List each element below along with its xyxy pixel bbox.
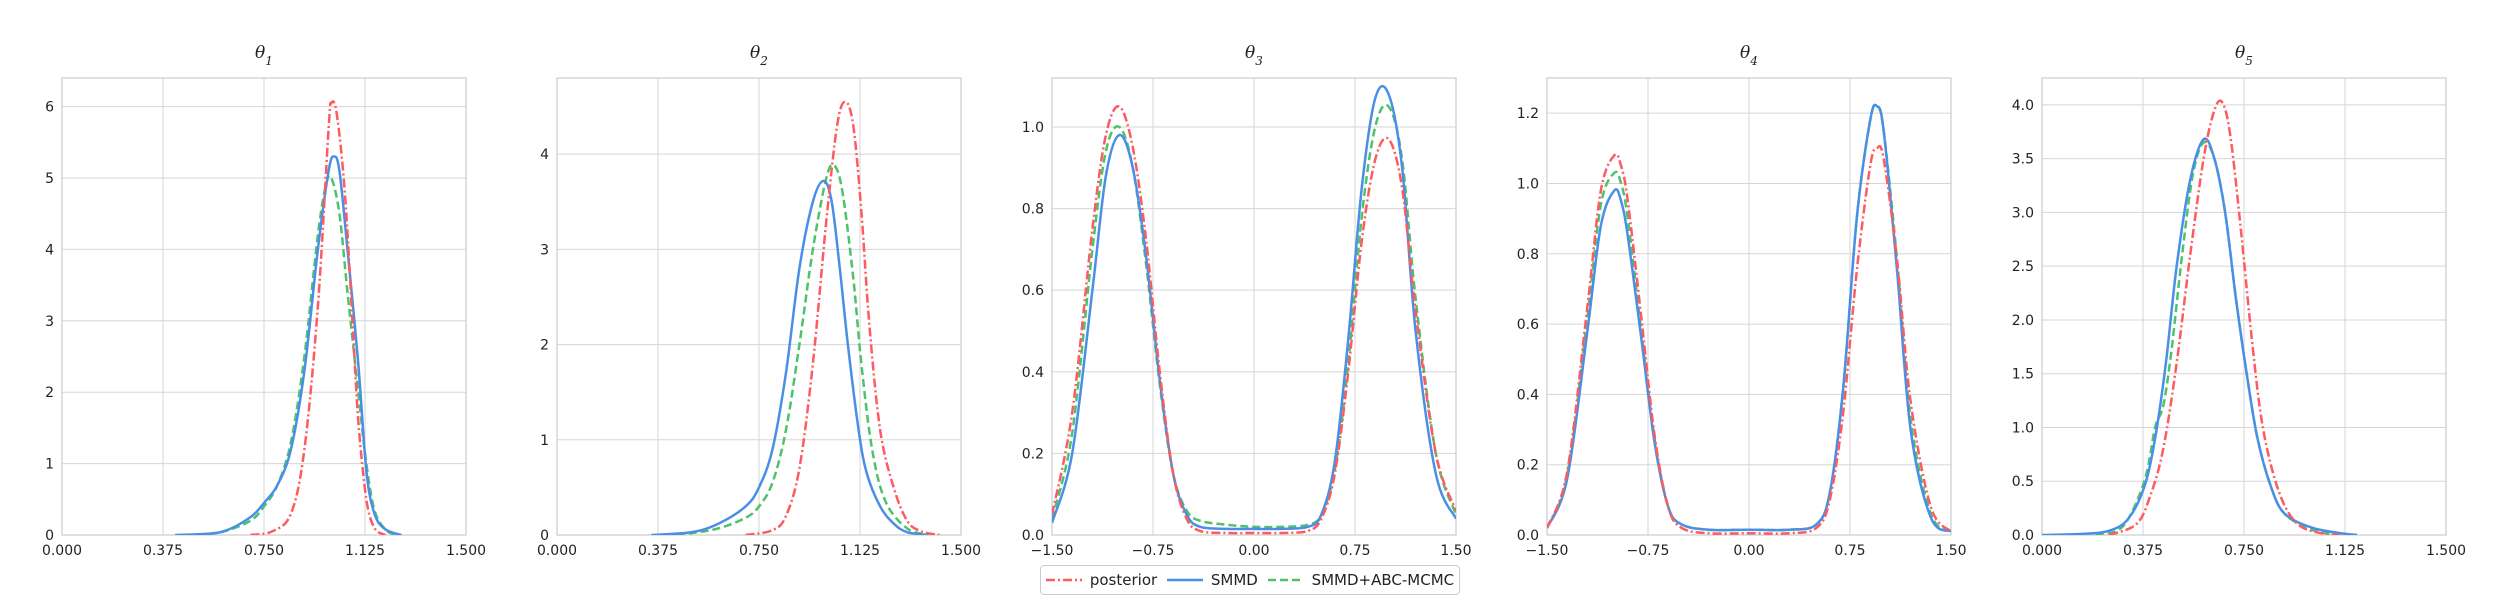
y-tick-label: 3.0 — [2012, 205, 2034, 221]
legend-entry-smmd: SMMD — [1166, 571, 1258, 589]
y-tick-label: 3 — [540, 242, 549, 258]
y-tick-label: 1.0 — [1022, 120, 1044, 136]
y-tick-label: 4.0 — [2012, 98, 2034, 114]
series-line-smmd — [2042, 137, 2358, 535]
y-tick-label: 0 — [45, 528, 54, 544]
y-tick-label: 0.4 — [1517, 387, 1539, 403]
series-line-posterior — [250, 100, 386, 535]
y-tick-label: 0.2 — [1022, 446, 1044, 462]
x-tick-label: 0.750 — [244, 543, 284, 559]
y-tick-label: 0.0 — [2012, 528, 2034, 544]
legend-swatch-smmd-abc-mcmc — [1267, 578, 1304, 582]
series-line-posterior — [745, 100, 940, 535]
y-tick-label: 3 — [45, 314, 54, 330]
x-tick-label: 0.000 — [2022, 543, 2062, 559]
y-tick-label: 2.0 — [2012, 313, 2034, 329]
y-tick-label: 0.0 — [1022, 528, 1044, 544]
x-tick-label: 0.375 — [143, 543, 183, 559]
y-tick-label: 2 — [540, 338, 549, 354]
y-tick-label: 0.5 — [2012, 474, 2034, 490]
series-line-smmd — [1052, 84, 1456, 531]
x-tick-label: −1.50 — [1031, 543, 1074, 559]
panel-title: θ5 — [2235, 43, 2253, 68]
panel-3: −1.50 −0.75 0.00 0.75 1.50 0.0 0.2 0.4 0.6 0.8 1.0… — [1022, 43, 1472, 559]
x-tick-label: 1.500 — [941, 543, 981, 559]
y-tick-label: 4 — [540, 147, 549, 163]
x-tick-label: 0.375 — [638, 543, 678, 559]
y-tick-label: 1.5 — [2012, 367, 2034, 383]
x-tick-label: −0.75 — [1627, 543, 1670, 559]
series-line-posterior — [2108, 99, 2344, 535]
series-line-posterior — [1547, 144, 1951, 535]
y-tick-label: 0 — [540, 528, 549, 544]
series-line-smmd — [1547, 103, 1951, 533]
panel-2: 0.000 0.375 0.750 1.125 1.500 0 1 2 3 4 θ2 — [537, 43, 981, 559]
legend-label-posterior: posterior — [1089, 571, 1158, 589]
x-tick-label: 0.000 — [42, 543, 82, 559]
x-tick-label: −0.75 — [1132, 543, 1175, 559]
y-tick-label: 0.8 — [1517, 247, 1539, 263]
y-tick-label: 1 — [540, 433, 549, 449]
x-tick-label: 1.500 — [2426, 543, 2466, 559]
x-tick-label: 1.125 — [345, 543, 385, 559]
panel-title: θ3 — [1245, 43, 1263, 68]
panel-4: −1.50 −0.75 0.00 0.75 1.50 0.0 0.2 0.4 0.6 0.8 1.0… — [1517, 43, 1967, 559]
y-tick-label: 3.5 — [2012, 152, 2034, 168]
y-tick-label: 4 — [45, 242, 54, 258]
y-tick-label: 2 — [45, 385, 54, 401]
panel-title: θ1 — [255, 43, 273, 68]
axes-frame — [2041, 77, 2447, 536]
x-tick-label: 1.50 — [1440, 543, 1471, 559]
series-line-smmd-abc-mcmc — [664, 163, 930, 535]
y-tick-label: 0.0 — [1517, 528, 1539, 544]
y-tick-label: 6 — [45, 100, 54, 116]
x-tick-label: 0.75 — [1339, 543, 1370, 559]
legend-label-smmd-abc-mcmc: SMMD+ABC-MCMC — [1311, 571, 1455, 589]
x-tick-label: 0.750 — [739, 543, 779, 559]
axes-frame — [556, 77, 962, 536]
y-tick-label: 1.2 — [1517, 106, 1539, 122]
panel-1: 0.000 0.375 0.750 1.125 1.500 0 1 2 3 4 5 6 θ1 — [42, 43, 486, 559]
axes-frame — [1546, 77, 1952, 536]
y-tick-label: 0.2 — [1517, 458, 1539, 474]
legend: posterior SMMD SMMD+ABC-MCMC — [1040, 565, 1460, 595]
x-tick-label: 0.750 — [2224, 543, 2264, 559]
x-tick-label: 1.50 — [1935, 543, 1966, 559]
y-tick-label: 0.8 — [1022, 202, 1044, 218]
legend-label-smmd: SMMD — [1210, 571, 1258, 589]
legend-swatch-posterior — [1045, 578, 1082, 582]
y-tick-label: 1 — [45, 457, 54, 473]
legend-entry-posterior: posterior — [1045, 571, 1158, 589]
panel-title: θ4 — [1740, 43, 1758, 68]
series-line-posterior — [1052, 105, 1456, 535]
series-line-smmd-abc-mcmc — [2095, 140, 2339, 535]
series-line-smmd — [651, 179, 929, 535]
panel-title: θ2 — [750, 43, 768, 68]
y-tick-label: 2.5 — [2012, 259, 2034, 275]
x-tick-label: 0.000 — [537, 543, 577, 559]
y-tick-label: 0.6 — [1517, 317, 1539, 333]
x-tick-label: 0.375 — [2123, 543, 2163, 559]
x-tick-label: 0.75 — [1834, 543, 1865, 559]
axes-frame — [1051, 77, 1457, 536]
series-line-smmd — [175, 155, 402, 535]
x-tick-label: 1.125 — [840, 543, 880, 559]
y-tick-label: 0.6 — [1022, 283, 1044, 299]
legend-swatch-smmd — [1166, 578, 1203, 582]
series-line-smmd-abc-mcmc — [196, 174, 397, 535]
y-tick-label: 1.0 — [1517, 176, 1539, 192]
y-tick-label: 5 — [45, 171, 54, 187]
x-tick-label: 0.00 — [1238, 543, 1269, 559]
legend-entry-smmd-abc-mcmc: SMMD+ABC-MCMC — [1267, 571, 1455, 589]
x-tick-label: 0.00 — [1733, 543, 1764, 559]
y-tick-label: 1.0 — [2012, 420, 2034, 436]
x-tick-label: 1.125 — [2325, 543, 2365, 559]
y-tick-label: 0.4 — [1022, 365, 1044, 381]
x-tick-label: 1.500 — [446, 543, 486, 559]
x-tick-label: −1.50 — [1526, 543, 1569, 559]
panel-5: 0.000 0.375 0.750 1.125 1.500 0.0 0.5 1.0 1.5 2.0… — [2012, 43, 2466, 559]
